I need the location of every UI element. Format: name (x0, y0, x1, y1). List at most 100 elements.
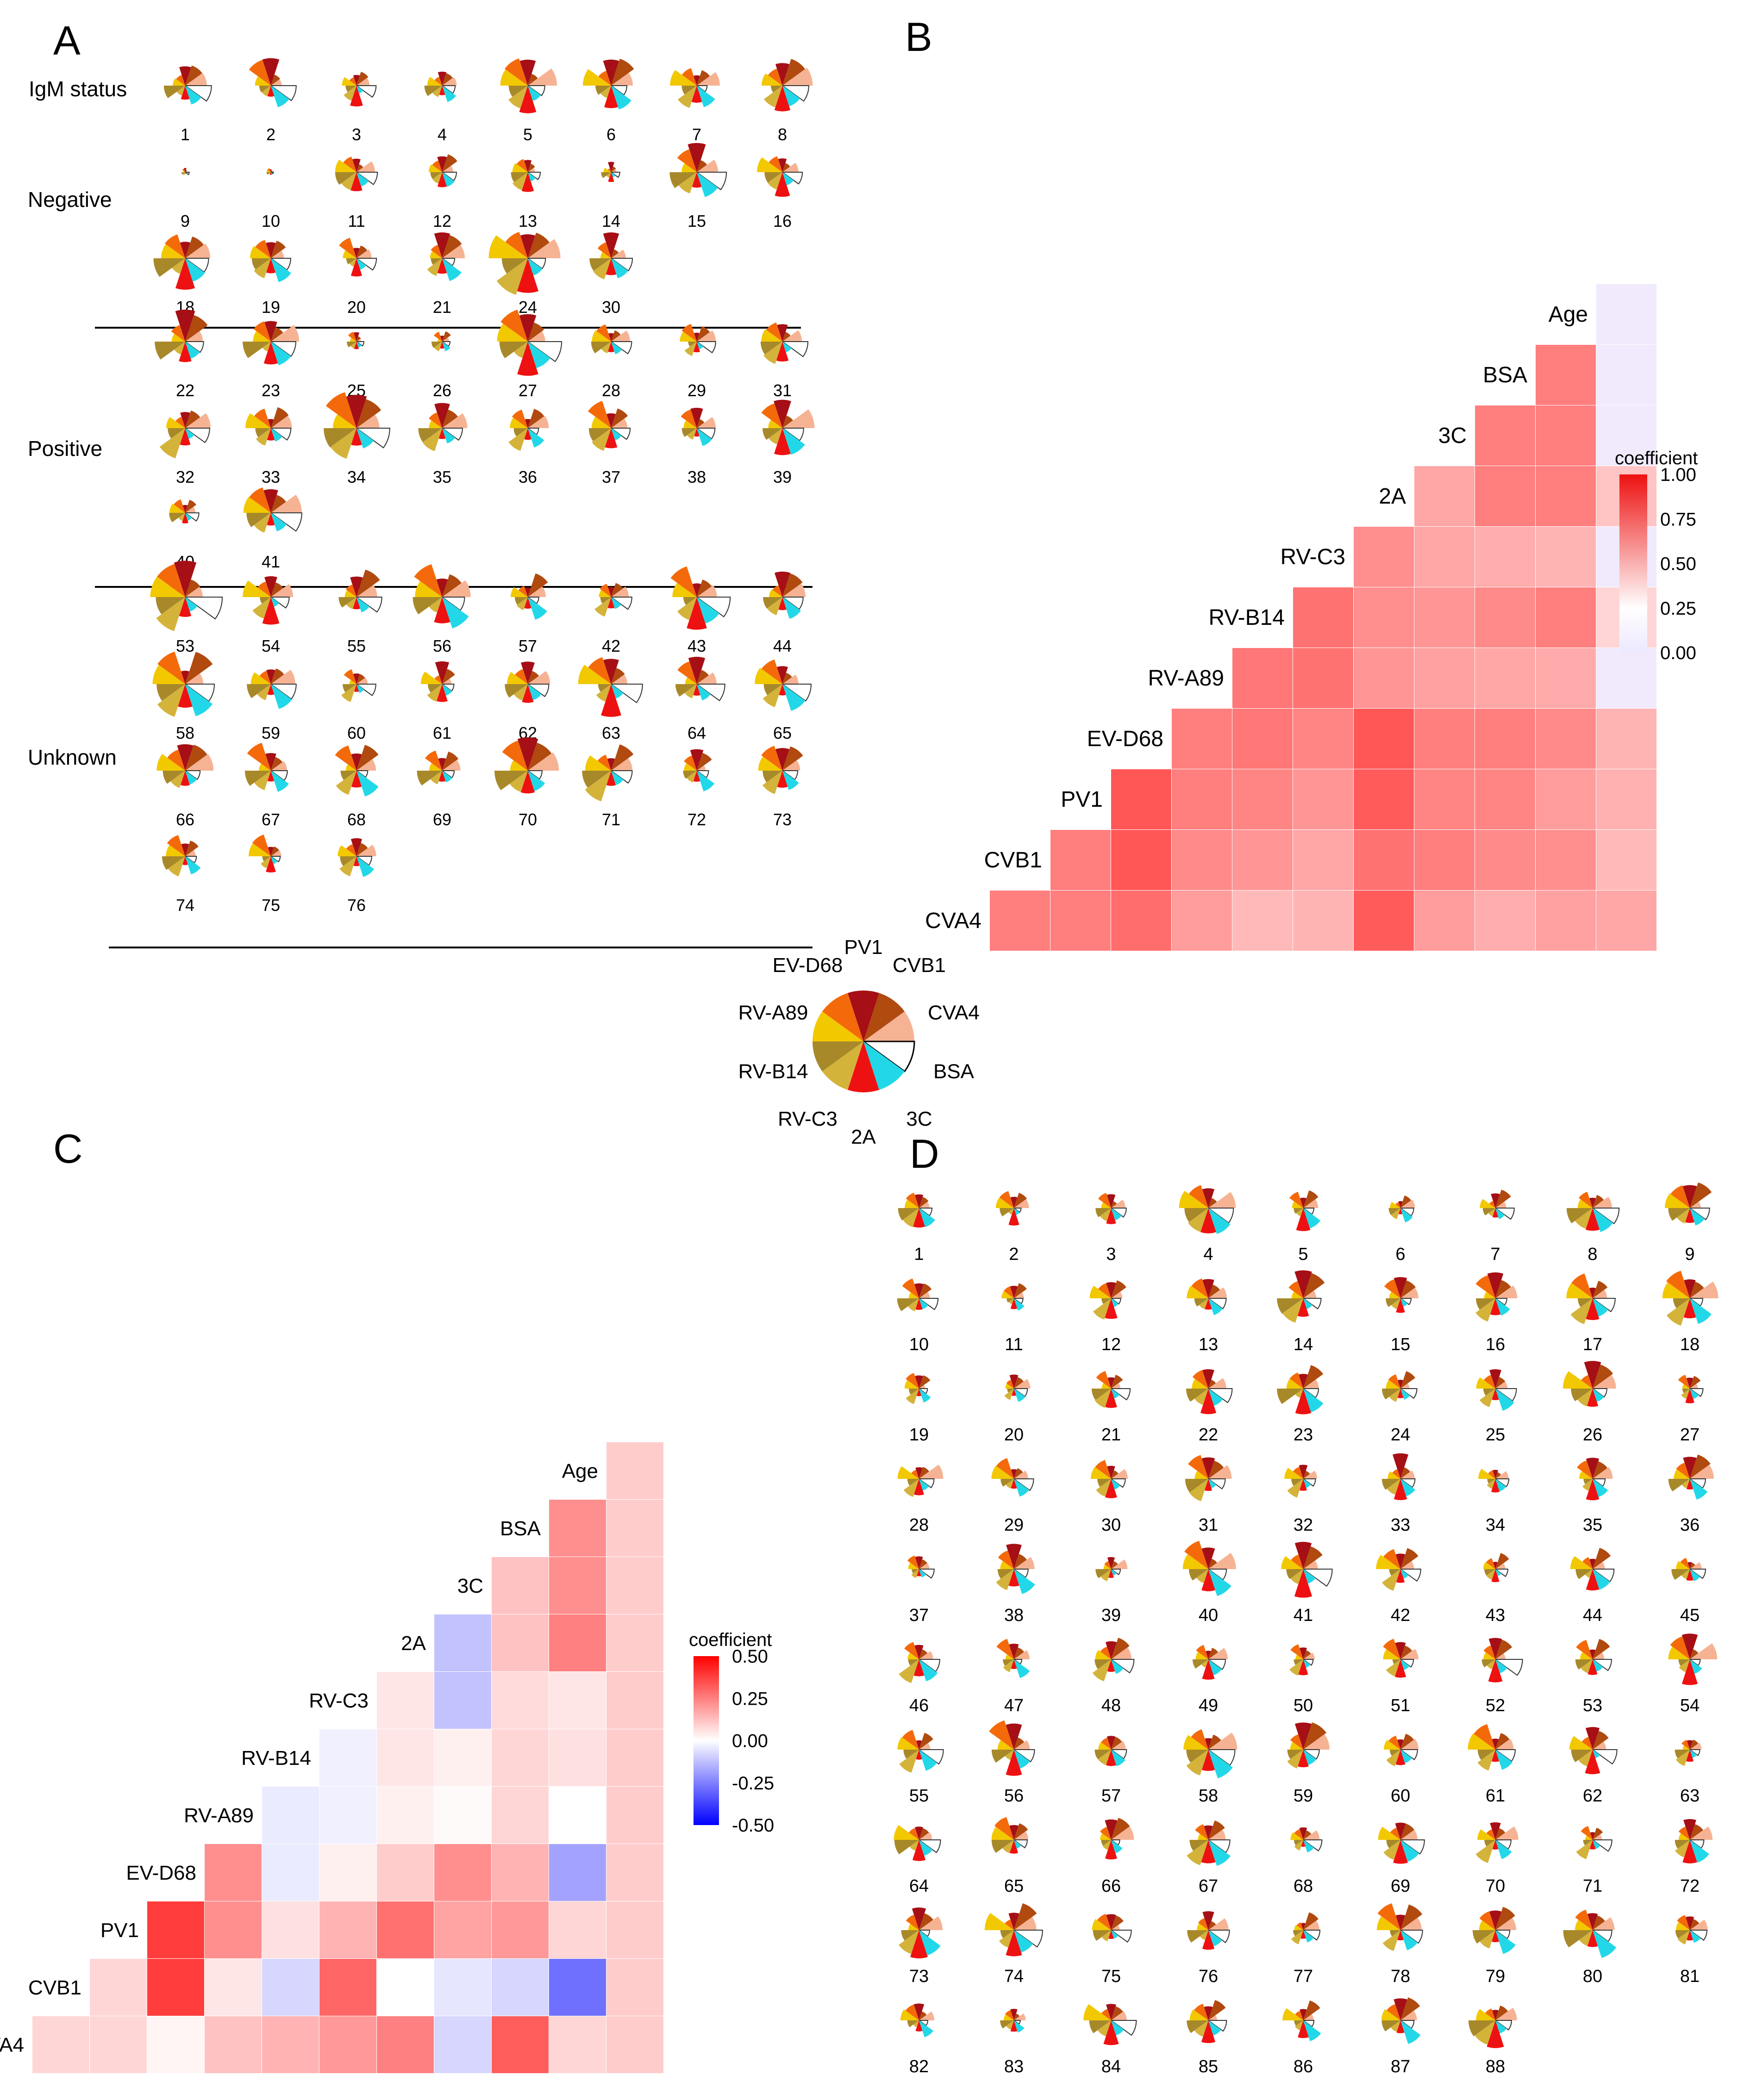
star-glyph (1277, 1270, 1325, 1323)
glyph-sector (442, 331, 451, 342)
glyph-sector (1197, 1923, 1208, 1930)
glyph-sector (1202, 1659, 1215, 1680)
colorbar-tick: 0.25 (1660, 598, 1696, 619)
glyph-sector (528, 586, 546, 597)
glyph-sector (440, 258, 456, 267)
glyph-sector (271, 771, 289, 792)
glyph-sector (1202, 1279, 1214, 1298)
glyph-sector (1394, 1479, 1407, 1500)
glyph-sector (185, 684, 213, 717)
star-glyph (156, 744, 214, 788)
glyph-sector (678, 172, 697, 193)
heatmap-cell (1111, 769, 1171, 829)
glyph-sector (344, 590, 356, 597)
glyph-sector (693, 342, 700, 353)
glyph-sector (1668, 1646, 1690, 1659)
glyph-sector (521, 661, 535, 684)
glyph-sector (1303, 2000, 1320, 2020)
glyph-sector (271, 856, 278, 864)
glyph-sector (356, 759, 376, 771)
glyph-sector (269, 428, 292, 441)
glyph-sector (1296, 1208, 1303, 1216)
glyph-sector (757, 157, 782, 172)
heatmap-cell (1293, 587, 1353, 648)
glyph-sector (677, 149, 697, 172)
glyph-sector (354, 342, 359, 349)
glyph-id-label: 33 (1391, 1515, 1410, 1535)
glyph-sector (1104, 1561, 1111, 1569)
glyph-sector (1189, 2009, 1208, 2020)
glyph-sector (1566, 1283, 1593, 1298)
glyph-sector (1377, 1916, 1400, 1930)
glyph-sector (1106, 1736, 1116, 1750)
glyph-sector (606, 771, 616, 786)
glyph-sector (897, 1466, 919, 1479)
star-glyph (589, 232, 633, 280)
glyph-sector (335, 172, 356, 185)
legend-label: EV-D68 (773, 954, 843, 977)
heatmap-cell (1414, 527, 1475, 587)
glyph-sector (1303, 1722, 1326, 1750)
glyph-sector (167, 835, 185, 856)
glyph-sector (528, 342, 550, 368)
glyph-sector (1395, 1822, 1406, 1840)
glyph-sector (1192, 1379, 1208, 1389)
glyph-sector (768, 420, 782, 428)
star-glyph (324, 392, 390, 459)
glyph-sector (1287, 1750, 1303, 1759)
legend-sector-3c (863, 1041, 905, 1090)
glyph-sector (609, 597, 632, 610)
glyph-sector (1579, 1471, 1593, 1479)
legend-label: RV-C3 (778, 1108, 838, 1130)
glyph-sector (335, 159, 356, 172)
glyph-sector (1010, 2009, 1018, 2020)
heatmap-cell (1414, 587, 1475, 648)
glyph-sector (1685, 1916, 1694, 1930)
glyph-sector (429, 597, 442, 613)
glyph-sector (772, 585, 782, 597)
glyph-sector (1286, 1378, 1303, 1389)
glyph-sector (263, 489, 278, 513)
glyph-sector (1678, 1826, 1690, 1840)
glyph-sector (669, 172, 697, 188)
glyph-sector (915, 2020, 923, 2031)
glyph-sector (356, 342, 362, 348)
heatmap-cell (1475, 527, 1535, 587)
glyph-sector (1006, 1750, 1022, 1776)
heatmap-cell (606, 1959, 663, 2016)
glyph-sector (173, 78, 185, 86)
glyph-sector (1593, 1389, 1604, 1402)
glyph-sector (1189, 1479, 1208, 1502)
glyph-sector (781, 428, 804, 442)
glyph-sector (266, 669, 275, 684)
glyph-sector (1089, 2020, 1111, 2033)
glyph-sector (1299, 1464, 1308, 1479)
glyph-sector (356, 172, 369, 187)
glyph-sector (1389, 1389, 1400, 1402)
glyph-sector (697, 70, 710, 86)
glyph-sector (1493, 1470, 1498, 1479)
glyph-sector (907, 1555, 919, 1569)
star-glyph (1004, 1374, 1031, 1402)
glyph-sector (1294, 1840, 1303, 1851)
glyph-id-label: 11 (348, 212, 365, 231)
glyph-sector (1400, 1739, 1419, 1750)
glyph-sector (611, 169, 617, 172)
star-glyph (1381, 1453, 1416, 1500)
glyph-sector (1295, 1389, 1303, 1398)
glyph-sector (1281, 1556, 1303, 1569)
glyph-sector (1300, 1197, 1306, 1208)
glyph-sector (1301, 1569, 1333, 1587)
heatmap-cell (1596, 769, 1656, 829)
glyph-sector (434, 597, 450, 623)
glyph-sector (991, 1750, 1014, 1763)
glyph-sector (603, 232, 619, 258)
glyph-sector (355, 258, 377, 271)
glyph-sector (1014, 1840, 1021, 1849)
glyph-sector (528, 742, 552, 771)
glyph-id-label: 19 (909, 1425, 929, 1445)
glyph-sector (919, 1208, 935, 1228)
glyph-sector (917, 1749, 944, 1765)
glyph-sector (1303, 1659, 1311, 1668)
glyph-id-label: 27 (519, 381, 537, 400)
